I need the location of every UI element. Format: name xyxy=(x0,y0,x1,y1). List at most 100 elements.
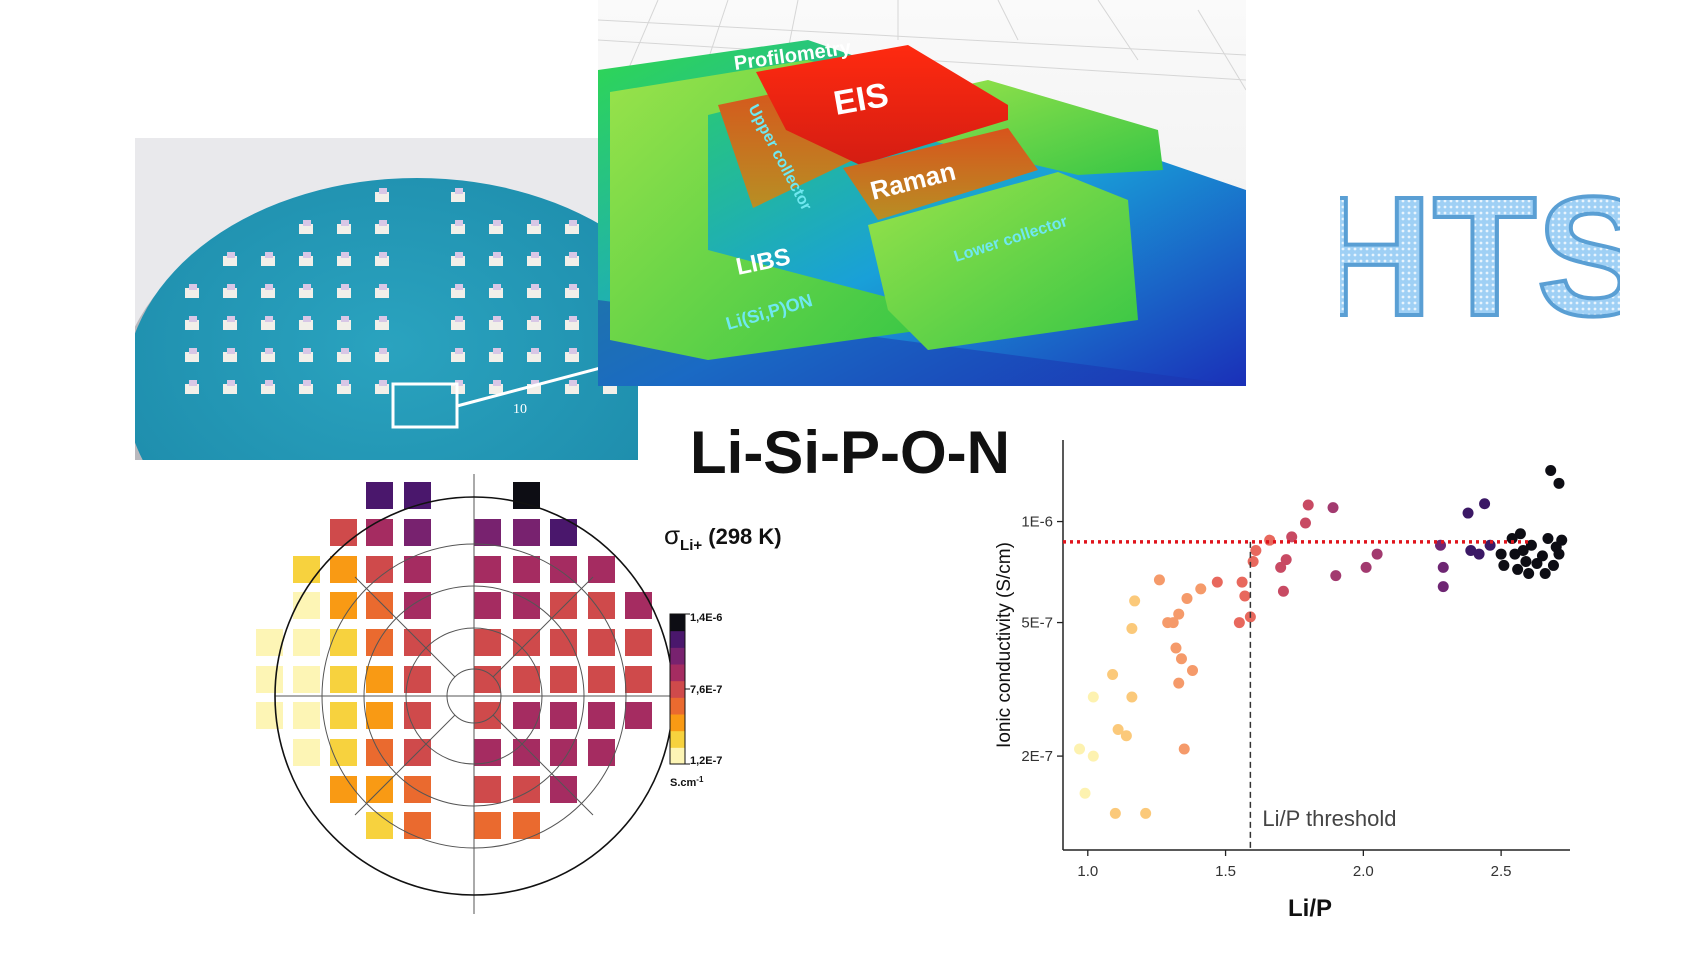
data-point xyxy=(1153,574,1165,586)
photo-pad xyxy=(489,384,503,394)
y-axis-label: Ionic conductivity (S/cm) xyxy=(994,542,1015,748)
photo-pad xyxy=(565,224,579,234)
photo-pad xyxy=(299,288,313,298)
wafer-map-cell xyxy=(366,702,393,729)
data-point xyxy=(1299,517,1311,529)
wafer-map-cell xyxy=(513,776,540,803)
wafer-map-cell xyxy=(550,739,577,766)
data-point xyxy=(1181,592,1193,604)
photo-pad xyxy=(375,288,389,298)
photo-pad-contact xyxy=(379,284,387,290)
photo-pad-contact xyxy=(379,188,387,194)
x-tick-label: 1.0 xyxy=(1077,863,1098,880)
photo-pad xyxy=(261,288,275,298)
wafer-map-cell xyxy=(404,629,431,656)
wafer-photo: 10 xyxy=(135,138,638,460)
photo-pad-contact xyxy=(379,348,387,354)
photo-pad xyxy=(527,288,541,298)
data-point xyxy=(1547,559,1559,571)
wafer-map-cell xyxy=(330,739,357,766)
photo-pad xyxy=(185,320,199,330)
wafer-map-cell xyxy=(588,592,615,619)
data-point xyxy=(1545,464,1557,476)
wafer-map-cell xyxy=(366,629,393,656)
raman-pad xyxy=(843,128,1038,220)
photo-pad xyxy=(489,352,503,362)
photo-pad-contact xyxy=(493,380,501,386)
data-point xyxy=(1512,563,1524,575)
photo-pad-contact xyxy=(227,284,235,290)
colorbar-segment xyxy=(670,647,685,665)
wafer-map-cell xyxy=(256,666,283,693)
wafer-map-cell xyxy=(366,556,393,583)
data-point xyxy=(1187,664,1199,676)
photo-pad-contact xyxy=(455,284,463,290)
data-point xyxy=(1536,550,1548,562)
photo-pad xyxy=(299,224,313,234)
wafer-map-grid xyxy=(275,474,673,914)
data-point xyxy=(1129,595,1141,607)
wafer-map-cell xyxy=(550,776,577,803)
colorbar-min-label: 1,2E-7 xyxy=(690,755,722,767)
lisipon-film xyxy=(610,60,923,360)
data-point xyxy=(1437,581,1449,593)
sample-label: 10 xyxy=(513,402,527,417)
wafer-map-cell xyxy=(625,702,652,729)
data-points xyxy=(1074,464,1568,819)
data-point xyxy=(1173,677,1185,689)
photo-pad-contact xyxy=(493,348,501,354)
wafer-map-cell xyxy=(588,702,615,729)
photo-pad xyxy=(565,352,579,362)
data-point xyxy=(1286,531,1298,543)
y-tick-label: 2E-7 xyxy=(1021,748,1053,765)
wafer-map-cell xyxy=(404,556,431,583)
eis-pad xyxy=(756,45,1008,165)
wafer-map-cell xyxy=(513,739,540,766)
data-point xyxy=(1087,691,1099,703)
sigma-subscript: Li+ xyxy=(680,537,702,554)
photo-pad-contact xyxy=(455,220,463,226)
data-point xyxy=(1280,554,1292,566)
colorbar-segment xyxy=(670,664,685,682)
photo-pad xyxy=(299,352,313,362)
photo-pad-contact xyxy=(189,348,197,354)
photo-pad-contact xyxy=(303,380,311,386)
photo-pad xyxy=(527,256,541,266)
photo-pad-contact xyxy=(455,348,463,354)
wafer-photo-drawing: 10 xyxy=(135,178,638,460)
wafer-map-cell xyxy=(513,592,540,619)
photo-pad xyxy=(375,192,389,202)
data-point xyxy=(1553,548,1565,560)
photo-pad-contact xyxy=(531,252,539,258)
photo-pad xyxy=(223,256,237,266)
photo-pad-contact xyxy=(341,220,349,226)
photo-pad-contact xyxy=(569,220,577,226)
wafer-map-cell xyxy=(404,812,431,839)
data-point xyxy=(1277,585,1289,597)
photo-pad xyxy=(337,352,351,362)
wafer-map-cell xyxy=(625,592,652,619)
wafer-map-cell xyxy=(366,482,393,509)
wafer-map-cell xyxy=(366,812,393,839)
photo-pad xyxy=(261,384,275,394)
wafer-map-cells xyxy=(256,482,652,839)
photo-pad-contact xyxy=(493,316,501,322)
data-point xyxy=(1140,807,1152,819)
data-point xyxy=(1087,750,1099,762)
data-point xyxy=(1542,533,1554,545)
data-point xyxy=(1109,807,1121,819)
wafer-map-cell xyxy=(293,629,320,656)
photo-pad xyxy=(299,384,313,394)
wafer-map-cell xyxy=(550,702,577,729)
wafer-map-cell xyxy=(330,702,357,729)
data-point xyxy=(1211,576,1223,588)
data-point xyxy=(1074,743,1086,755)
data-point xyxy=(1167,617,1179,629)
wafer-map-cell xyxy=(625,629,652,656)
wafer-map-cell xyxy=(588,629,615,656)
photo-pad-contact xyxy=(379,220,387,226)
data-point xyxy=(1371,548,1383,560)
wafer-map-cell xyxy=(474,702,501,729)
photo-pad-contact xyxy=(303,316,311,322)
data-point xyxy=(1495,548,1507,560)
